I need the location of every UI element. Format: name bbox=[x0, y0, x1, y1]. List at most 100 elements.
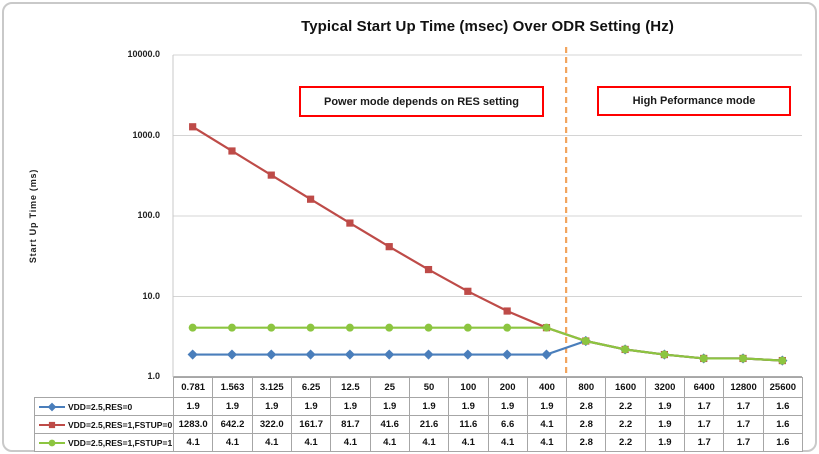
series-line-1 bbox=[192, 125, 783, 362]
legend-label: VDD=2.5,RES=0 bbox=[34, 397, 174, 416]
data-point-marker bbox=[621, 345, 630, 354]
table-value-cell: 1.7 bbox=[723, 415, 764, 434]
table-value-cell: 4.1 bbox=[526, 433, 568, 452]
y-tick-label: 100.0 bbox=[137, 210, 160, 220]
legend-label: VDD=2.5,RES=1,FSTUP=1 bbox=[34, 433, 174, 452]
legend-key-icon bbox=[39, 402, 65, 411]
table-value-cell: 4.1 bbox=[251, 433, 292, 452]
table-value-cell: 4.1 bbox=[448, 433, 489, 452]
data-point-marker bbox=[306, 195, 315, 203]
x-category-header: 0.781 bbox=[172, 377, 214, 398]
data-point-marker bbox=[267, 171, 275, 179]
data-point-marker bbox=[542, 323, 551, 332]
data-point-marker bbox=[187, 349, 198, 360]
data-point-marker bbox=[503, 307, 511, 315]
y-tick-label: 1.0 bbox=[147, 371, 160, 381]
x-category-header: 25 bbox=[369, 377, 410, 398]
table-value-cell: 1.7 bbox=[723, 397, 764, 416]
y-tick-label: 1000.0 bbox=[132, 129, 160, 140]
data-point-marker bbox=[266, 349, 277, 360]
legend-key-icon bbox=[39, 421, 65, 428]
data-point-marker bbox=[346, 219, 354, 227]
table-value-cell: 41.6 bbox=[369, 415, 410, 434]
table-value-cell: 4.1 bbox=[330, 433, 371, 452]
data-point-marker bbox=[305, 349, 316, 360]
data-point-marker bbox=[385, 323, 394, 332]
table-value-cell: 2.8 bbox=[566, 415, 607, 434]
data-point-marker bbox=[503, 323, 512, 332]
table-value-cell: 4.1 bbox=[369, 433, 410, 452]
x-category-header: 800 bbox=[566, 377, 607, 398]
x-category-header: 25600 bbox=[762, 377, 804, 398]
data-point-marker bbox=[227, 323, 236, 332]
table-value-cell: 4.1 bbox=[526, 415, 568, 434]
series-line-2 bbox=[192, 326, 783, 362]
table-value-cell: 1283.0 bbox=[172, 415, 214, 434]
table-series-row: VDD=2.5,RES=1,FSTUP=1 4.1 4.1 4.1 4.1 4.1 4.1 4… bbox=[34, 433, 804, 452]
data-point-marker bbox=[424, 323, 433, 332]
table-value-cell: 4.1 bbox=[212, 433, 253, 452]
x-category-header: 6400 bbox=[684, 377, 725, 398]
data-table: 0.781 1.563 3.125 6.25 12.5 25 50 100 200 400 800 1… bbox=[34, 377, 804, 452]
table-value-cell: 1.9 bbox=[644, 415, 686, 434]
data-point-marker bbox=[424, 265, 433, 274]
table-value-cell: 4.1 bbox=[290, 433, 332, 452]
plot-area bbox=[172, 47, 802, 380]
table-header-row: 0.781 1.563 3.125 6.25 12.5 25 50 100 200 400 800 1… bbox=[35, 377, 804, 398]
table-value-cell: 81.7 bbox=[330, 415, 371, 434]
table-blank-cell bbox=[35, 378, 174, 398]
data-point-marker bbox=[188, 323, 197, 332]
table-value-cell: 1.9 bbox=[330, 397, 371, 416]
data-point-marker bbox=[463, 323, 472, 332]
table-value-cell: 1.7 bbox=[684, 397, 725, 416]
x-category-header: 1.563 bbox=[212, 377, 253, 398]
table-value-cell: 11.6 bbox=[448, 415, 489, 434]
table-value-cell: 1.6 bbox=[762, 415, 804, 434]
annotation-power-mode: Power mode depends on RES setting bbox=[299, 86, 544, 117]
data-point-marker bbox=[778, 356, 787, 365]
x-category-header: 3200 bbox=[644, 377, 686, 398]
table-value-cell: 642.2 bbox=[212, 415, 253, 434]
table-value-cell: 1.9 bbox=[172, 397, 214, 416]
table-value-cell: 1.6 bbox=[762, 433, 804, 452]
data-point-marker bbox=[344, 349, 355, 360]
x-category-header: 3.125 bbox=[251, 377, 292, 398]
table-value-cell: 1.9 bbox=[526, 397, 568, 416]
x-category-header: 1600 bbox=[605, 377, 646, 398]
table-value-cell: 2.2 bbox=[605, 397, 646, 416]
table-value-cell: 1.7 bbox=[684, 433, 725, 452]
y-tick-label: 10.0 bbox=[142, 290, 160, 301]
table-value-cell: 1.9 bbox=[487, 397, 528, 416]
x-category-header: 50 bbox=[408, 377, 450, 398]
table-value-cell: 2.8 bbox=[566, 433, 607, 452]
x-category-header: 200 bbox=[487, 377, 528, 398]
data-point-marker bbox=[345, 323, 354, 332]
table-value-cell: 1.7 bbox=[723, 433, 764, 452]
data-point-marker bbox=[423, 349, 434, 360]
table-value-cell: 1.9 bbox=[644, 397, 686, 416]
table-value-cell: 1.9 bbox=[448, 397, 489, 416]
data-point-marker bbox=[699, 354, 708, 363]
table-value-cell: 2.8 bbox=[566, 397, 607, 416]
legend-label: VDD=2.5,RES=1,FSTUP=0 bbox=[34, 415, 174, 434]
table-value-cell: 322.0 bbox=[251, 415, 292, 434]
table-series-row: VDD=2.5,RES=0 1.9 1.9 1.9 1.9 1.9 1.9 1.9 1.9 1.9… bbox=[34, 397, 804, 416]
data-point-marker bbox=[384, 349, 395, 360]
x-category-header: 12.5 bbox=[330, 377, 371, 398]
x-category-header: 100 bbox=[448, 377, 489, 398]
x-category-header: 400 bbox=[526, 377, 568, 398]
table-value-cell: 1.6 bbox=[762, 397, 804, 416]
table-value-cell: 1.9 bbox=[212, 397, 253, 416]
x-category-header: 6.25 bbox=[290, 377, 332, 398]
legend-key-icon bbox=[39, 439, 65, 446]
table-value-cell: 21.6 bbox=[408, 415, 450, 434]
table-value-cell: 1.9 bbox=[644, 433, 686, 452]
table-value-cell: 1.7 bbox=[684, 415, 725, 434]
data-point-marker bbox=[541, 349, 552, 360]
table-value-cell: 4.1 bbox=[172, 433, 214, 452]
chart-title: Typical Start Up Time (msec) Over ODR Se… bbox=[301, 18, 674, 35]
annotation-high-performance: High Peformance mode bbox=[597, 86, 791, 116]
data-point-marker bbox=[581, 337, 590, 346]
table-value-cell: 2.2 bbox=[605, 433, 646, 452]
